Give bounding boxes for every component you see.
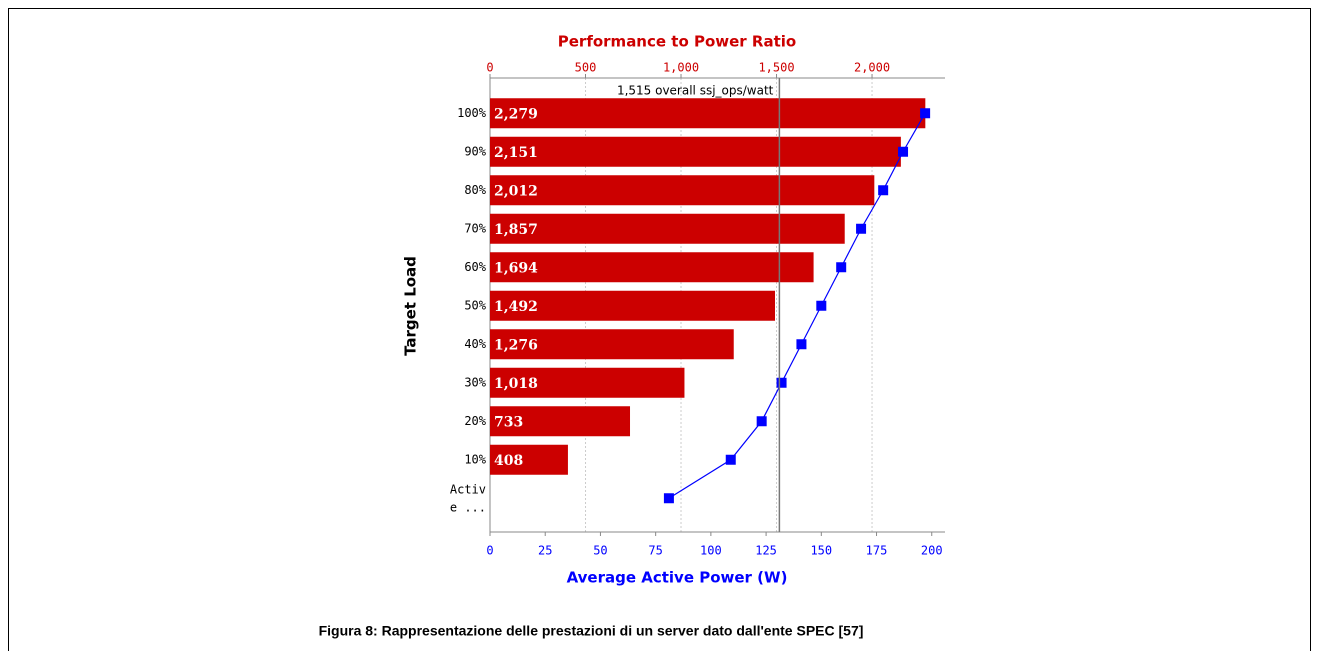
y-tick-label: 40% bbox=[464, 337, 486, 351]
bar-value-label: 733 bbox=[494, 414, 523, 430]
bottom-tick-label: 75 bbox=[648, 544, 662, 558]
bottom-tick-label: 50 bbox=[593, 544, 607, 558]
y-tick-label: 60% bbox=[464, 260, 486, 274]
bar bbox=[490, 175, 875, 206]
bar-value-label: 1,857 bbox=[494, 222, 538, 238]
y-tick-label: 30% bbox=[464, 375, 486, 389]
bar bbox=[490, 98, 926, 129]
top-tick-label: 1,000 bbox=[663, 61, 699, 75]
bottom-tick-label: 25 bbox=[538, 544, 552, 558]
top-tick-label: 500 bbox=[575, 61, 597, 75]
top-tick-label: 0 bbox=[486, 61, 493, 75]
top-axis-title: Performance to Power Ratio bbox=[558, 33, 796, 51]
bar bbox=[490, 329, 734, 360]
bottom-tick-label: 100 bbox=[700, 544, 722, 558]
bottom-axis-title: Average Active Power (W) bbox=[567, 569, 788, 587]
top-tick-label: 2,000 bbox=[854, 61, 890, 75]
bar bbox=[490, 136, 901, 167]
power-marker bbox=[920, 108, 931, 119]
y-tick-label: 50% bbox=[464, 298, 486, 312]
y-tick-label: 80% bbox=[464, 183, 486, 197]
y-tick-label: 100% bbox=[457, 106, 487, 120]
y-tick-label: 90% bbox=[464, 144, 486, 158]
power-marker bbox=[776, 377, 787, 388]
y-tick-label: 20% bbox=[464, 414, 486, 428]
power-marker bbox=[796, 339, 807, 350]
power-marker bbox=[898, 146, 909, 157]
bar-value-label: 1,276 bbox=[494, 337, 538, 353]
bar-value-label: 2,012 bbox=[494, 183, 538, 199]
y-tick-label: 70% bbox=[464, 221, 486, 235]
bar bbox=[490, 444, 568, 475]
bottom-tick-label: 125 bbox=[755, 544, 777, 558]
bottom-tick-label: 150 bbox=[810, 544, 832, 558]
y-axis-title: Target Load bbox=[402, 256, 420, 356]
bar bbox=[490, 367, 685, 398]
power-marker bbox=[756, 416, 767, 427]
power-marker bbox=[836, 262, 847, 273]
power-marker bbox=[816, 300, 827, 311]
bar-value-label: 2,151 bbox=[494, 145, 538, 161]
caption: Figura 8: Rappresentazione delle prestaz… bbox=[319, 623, 864, 639]
y-tick-label: 10% bbox=[464, 452, 486, 466]
frame bbox=[8, 8, 1311, 651]
power-marker bbox=[725, 454, 736, 465]
power-marker bbox=[663, 493, 674, 504]
y-tick-label: Activ e ... bbox=[450, 482, 486, 514]
bar-value-label: 1,694 bbox=[494, 260, 538, 276]
top-tick-label: 1,500 bbox=[758, 61, 794, 75]
bar-value-label: 2,279 bbox=[494, 106, 538, 122]
power-marker bbox=[856, 223, 867, 234]
bar bbox=[490, 406, 631, 437]
reference-label: 1,515 overall ssj_ops/watt bbox=[617, 84, 774, 98]
bottom-tick-label: 0 bbox=[486, 544, 493, 558]
bar bbox=[490, 252, 814, 283]
bottom-tick-label: 175 bbox=[866, 544, 888, 558]
bar-value-label: 408 bbox=[494, 453, 523, 469]
bottom-tick-label: 200 bbox=[921, 544, 943, 558]
bar-value-label: 1,018 bbox=[494, 376, 538, 392]
power-marker bbox=[878, 185, 889, 196]
bar-value-label: 1,492 bbox=[494, 299, 538, 315]
bar bbox=[490, 290, 775, 321]
bar bbox=[490, 213, 845, 244]
